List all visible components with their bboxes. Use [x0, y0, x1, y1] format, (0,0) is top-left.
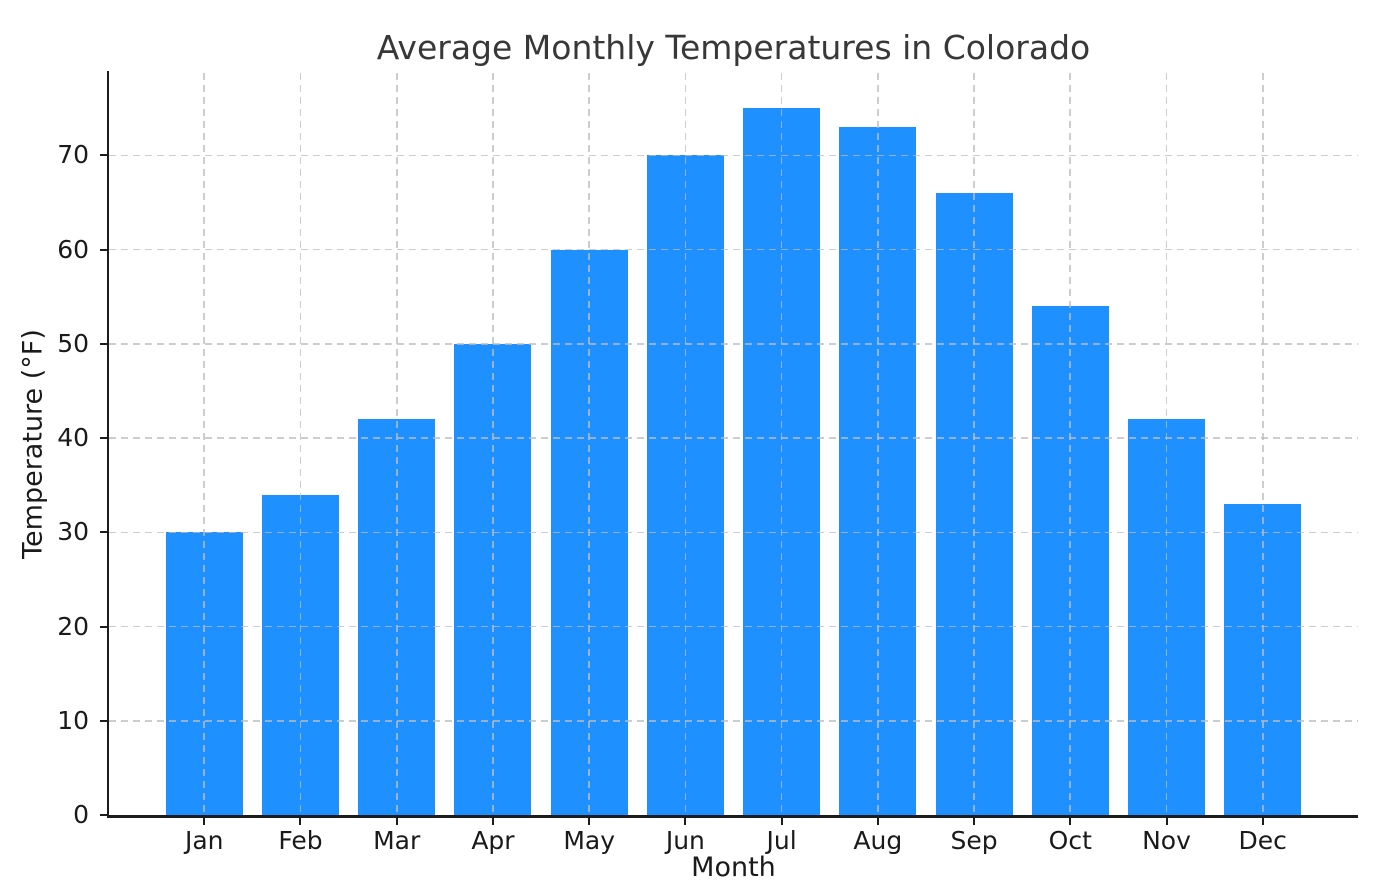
gridline-horizontal: [109, 343, 1358, 345]
y-tick-label: 70: [57, 140, 89, 170]
x-tick: [299, 817, 302, 825]
gridline-vertical: [684, 73, 687, 815]
x-tick-label: Nov: [1142, 826, 1191, 855]
gridline-vertical: [973, 73, 975, 815]
gridline-vertical: [877, 73, 879, 815]
gridline-horizontal: [109, 625, 1358, 628]
gridline-vertical: [299, 73, 302, 815]
gridline-vertical: [203, 73, 206, 815]
y-axis-spine: [106, 71, 109, 818]
x-tick: [684, 817, 687, 825]
x-axis-label: Month: [691, 852, 776, 883]
x-tick-label: Jan: [184, 826, 224, 855]
x-tick: [876, 817, 879, 825]
gridline-horizontal: [109, 531, 1358, 534]
y-tick: [99, 531, 107, 534]
gridline-vertical: [588, 73, 590, 815]
x-tick-label: Mar: [373, 826, 421, 855]
x-tick: [588, 817, 591, 825]
y-tick: [99, 814, 107, 816]
x-tick-label: Dec: [1238, 826, 1287, 855]
gridline-horizontal: [109, 719, 1358, 722]
gridline-horizontal: [109, 248, 1358, 251]
gridline-horizontal: [109, 437, 1358, 439]
y-tick: [99, 625, 107, 628]
y-tick-label: 10: [57, 705, 89, 735]
y-tick-label: 40: [57, 423, 89, 453]
y-tick-label: 60: [57, 234, 89, 264]
chart-title: Average Monthly Temperatures in Colorado: [376, 28, 1091, 67]
x-tick-label: Sep: [950, 826, 998, 855]
x-tick-label: Jul: [766, 826, 797, 855]
gridline-vertical: [1261, 73, 1264, 815]
x-tick: [203, 817, 206, 825]
gridline-vertical: [780, 73, 783, 815]
x-tick: [1165, 817, 1168, 825]
y-tick-label: 50: [57, 328, 89, 358]
gridline-vertical: [395, 73, 398, 815]
x-tick-label: Feb: [278, 826, 323, 855]
y-tick: [99, 437, 107, 440]
x-tick-label: Jun: [665, 826, 705, 855]
x-tick-label: May: [563, 826, 615, 855]
x-tick-label: Apr: [471, 826, 515, 855]
x-tick: [491, 817, 494, 825]
x-tick: [395, 817, 398, 825]
x-tick-label: Oct: [1048, 826, 1092, 855]
gridline-vertical: [1069, 73, 1072, 815]
y-tick: [99, 248, 107, 251]
gridline-horizontal: [109, 154, 1358, 157]
gridline-vertical: [1165, 73, 1168, 815]
y-tick: [99, 154, 107, 157]
y-tick-label: 0: [73, 800, 89, 829]
x-axis-spine: [106, 815, 1358, 818]
x-tick-label: Aug: [853, 826, 903, 855]
y-tick: [99, 342, 107, 345]
x-tick: [1261, 817, 1264, 825]
x-tick: [973, 817, 976, 825]
x-tick: [1069, 817, 1072, 825]
gridline-vertical: [492, 73, 494, 815]
y-tick-label: 30: [57, 517, 89, 547]
y-tick-label: 20: [57, 611, 89, 641]
x-tick: [780, 817, 783, 825]
y-tick: [99, 719, 107, 722]
